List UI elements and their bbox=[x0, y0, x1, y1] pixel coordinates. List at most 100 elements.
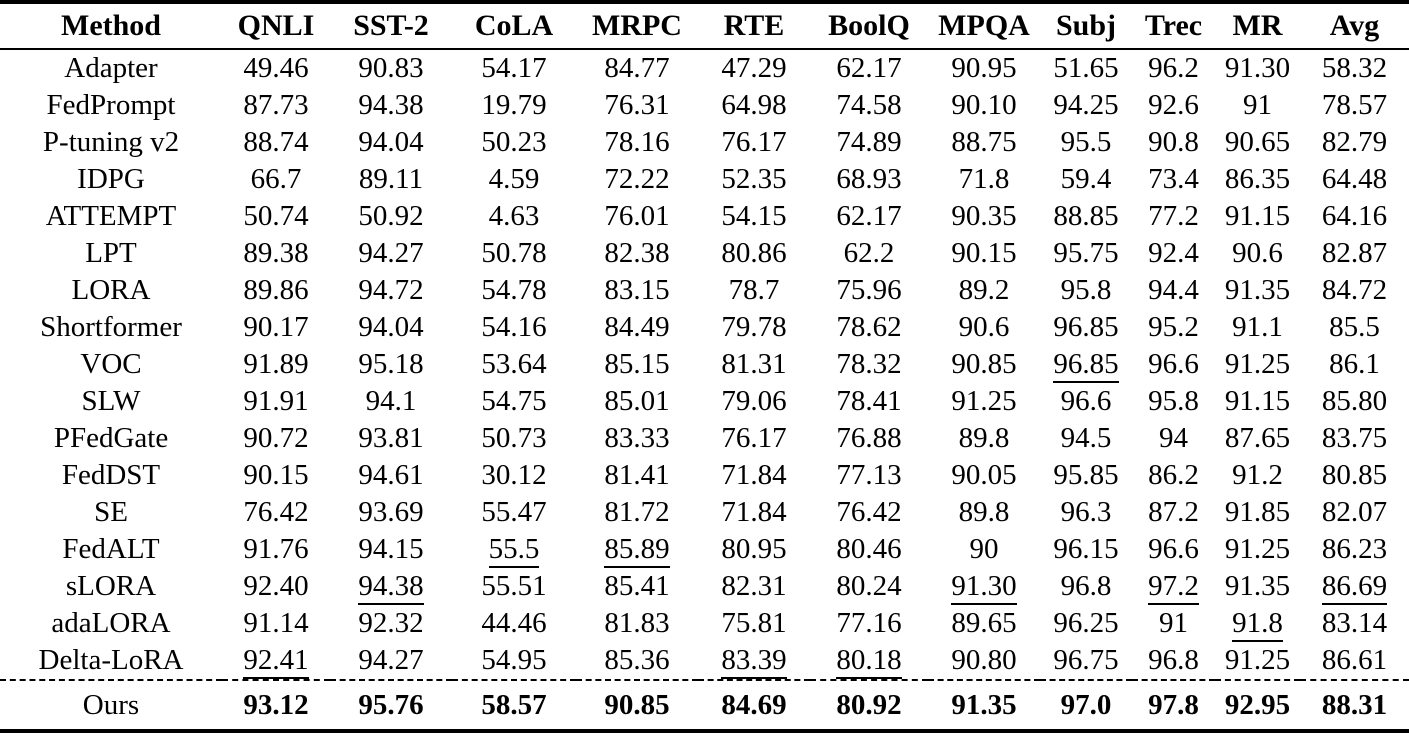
score-cell: 55.51 bbox=[452, 568, 576, 605]
score-cell: 96.6 bbox=[1132, 346, 1215, 383]
score-cell: 77.13 bbox=[810, 457, 928, 494]
score-value: 55.47 bbox=[481, 496, 547, 528]
score-cell: 83.39 bbox=[698, 642, 810, 680]
method-name: Ours bbox=[0, 679, 222, 731]
score-cell: 85.89 bbox=[576, 531, 698, 568]
column-header-boolq: BoolQ bbox=[810, 2, 928, 50]
score-value: 84.69 bbox=[721, 688, 787, 721]
score-value: 92.6 bbox=[1148, 89, 1199, 121]
method-name: LPT bbox=[85, 237, 137, 269]
score-value: 76.88 bbox=[836, 422, 902, 454]
score-value: 94.61 bbox=[358, 459, 424, 491]
score-value: 91.1 bbox=[1232, 311, 1283, 343]
score-cell: 64.98 bbox=[698, 87, 810, 124]
score-value: 85.89 bbox=[604, 533, 670, 568]
score-cell: 83.75 bbox=[1300, 420, 1409, 457]
score-cell: 90.8 bbox=[1132, 124, 1215, 161]
score-value: 55.51 bbox=[481, 570, 547, 602]
score-value: 94.1 bbox=[365, 385, 417, 417]
score-value: 81.83 bbox=[604, 607, 670, 639]
column-header-method: Method bbox=[0, 2, 222, 50]
score-value: 90.6 bbox=[1232, 237, 1283, 269]
score-cell: 50.92 bbox=[330, 198, 452, 235]
score-cell: 93.12 bbox=[222, 679, 330, 731]
score-cell: 96.15 bbox=[1040, 531, 1132, 568]
score-cell: 90.05 bbox=[928, 457, 1040, 494]
score-cell: 90.15 bbox=[928, 235, 1040, 272]
score-cell: 71.8 bbox=[928, 161, 1040, 198]
score-value: 87.2 bbox=[1148, 496, 1199, 528]
score-cell: 82.87 bbox=[1300, 235, 1409, 272]
score-value: 86.61 bbox=[1321, 644, 1388, 676]
table-row-adapter: Adapter 49.46 90.83 54.17 84.77 47.29 62.17 90.… bbox=[0, 49, 1409, 87]
column-header-mpqa: MPQA bbox=[928, 2, 1040, 50]
score-cell: 78.7 bbox=[698, 272, 810, 309]
score-value: 78.7 bbox=[728, 274, 780, 306]
score-cell: 94.61 bbox=[330, 457, 452, 494]
score-cell: 91.25 bbox=[1215, 346, 1300, 383]
score-value: 68.93 bbox=[836, 163, 902, 195]
score-value: 90.85 bbox=[604, 688, 670, 721]
score-value: 90.65 bbox=[1224, 126, 1291, 158]
score-value: 64.16 bbox=[1321, 200, 1388, 232]
score-value: 47.29 bbox=[721, 52, 787, 84]
score-cell: 78.41 bbox=[810, 383, 928, 420]
score-value: 76.42 bbox=[836, 496, 902, 528]
score-value: 54.17 bbox=[481, 52, 547, 84]
score-cell: 47.29 bbox=[698, 49, 810, 87]
method-name: Shortformer bbox=[40, 311, 182, 343]
score-value: 80.46 bbox=[836, 533, 902, 565]
score-cell: 96.25 bbox=[1040, 605, 1132, 642]
score-value: 85.36 bbox=[604, 644, 670, 676]
method-name: VOC bbox=[80, 348, 142, 380]
score-value: 95.75 bbox=[1053, 237, 1119, 269]
score-cell: 82.07 bbox=[1300, 494, 1409, 531]
score-cell: 50.23 bbox=[452, 124, 576, 161]
score-cell: 80.85 bbox=[1300, 457, 1409, 494]
score-value: 95.85 bbox=[1053, 459, 1119, 491]
score-value: 89.38 bbox=[243, 237, 309, 269]
score-value: 80.85 bbox=[1321, 459, 1388, 491]
score-cell: 91.35 bbox=[928, 679, 1040, 731]
score-value: 96.25 bbox=[1053, 607, 1119, 639]
score-value: 90.6 bbox=[958, 311, 1010, 343]
score-cell: 83.14 bbox=[1300, 605, 1409, 642]
score-value: 95.5 bbox=[1060, 126, 1112, 158]
score-value: 86.35 bbox=[1224, 163, 1291, 195]
column-header-rte: RTE bbox=[698, 2, 810, 50]
score-value: 91.30 bbox=[951, 570, 1017, 605]
score-value: 83.15 bbox=[604, 274, 670, 306]
score-cell: 55.47 bbox=[452, 494, 576, 531]
score-cell: 54.78 bbox=[452, 272, 576, 309]
score-value: 96.6 bbox=[1060, 385, 1112, 417]
score-cell: 91.14 bbox=[222, 605, 330, 642]
score-value: 91.14 bbox=[243, 607, 309, 639]
score-cell: 96.6 bbox=[1040, 383, 1132, 420]
score-value: 88.85 bbox=[1053, 200, 1119, 232]
score-cell: 97.2 bbox=[1132, 568, 1215, 605]
score-cell: 97.0 bbox=[1040, 679, 1132, 731]
score-value: 85.41 bbox=[604, 570, 670, 602]
score-value: 85.5 bbox=[1329, 311, 1380, 343]
column-header-cola: CoLA bbox=[452, 2, 576, 50]
score-value: 95.8 bbox=[1148, 385, 1199, 417]
score-cell: 91.30 bbox=[928, 568, 1040, 605]
score-value: 93.69 bbox=[358, 496, 424, 528]
score-value: 54.15 bbox=[721, 200, 787, 232]
score-value: 90.35 bbox=[951, 200, 1017, 232]
score-cell: 93.81 bbox=[330, 420, 452, 457]
score-cell: 53.64 bbox=[452, 346, 576, 383]
score-value: 93.81 bbox=[358, 422, 424, 454]
score-cell: 94.25 bbox=[1040, 87, 1132, 124]
score-cell: 83.33 bbox=[576, 420, 698, 457]
score-cell: 66.7 bbox=[222, 161, 330, 198]
score-value: 89.86 bbox=[243, 274, 309, 306]
score-value: 95.18 bbox=[358, 348, 424, 380]
score-cell: 79.78 bbox=[698, 309, 810, 346]
score-cell: 80.95 bbox=[698, 531, 810, 568]
score-value: 19.79 bbox=[481, 89, 547, 121]
score-cell: 83.15 bbox=[576, 272, 698, 309]
score-value: 82.07 bbox=[1321, 496, 1388, 528]
score-cell: 95.76 bbox=[330, 679, 452, 731]
score-cell: 76.42 bbox=[810, 494, 928, 531]
